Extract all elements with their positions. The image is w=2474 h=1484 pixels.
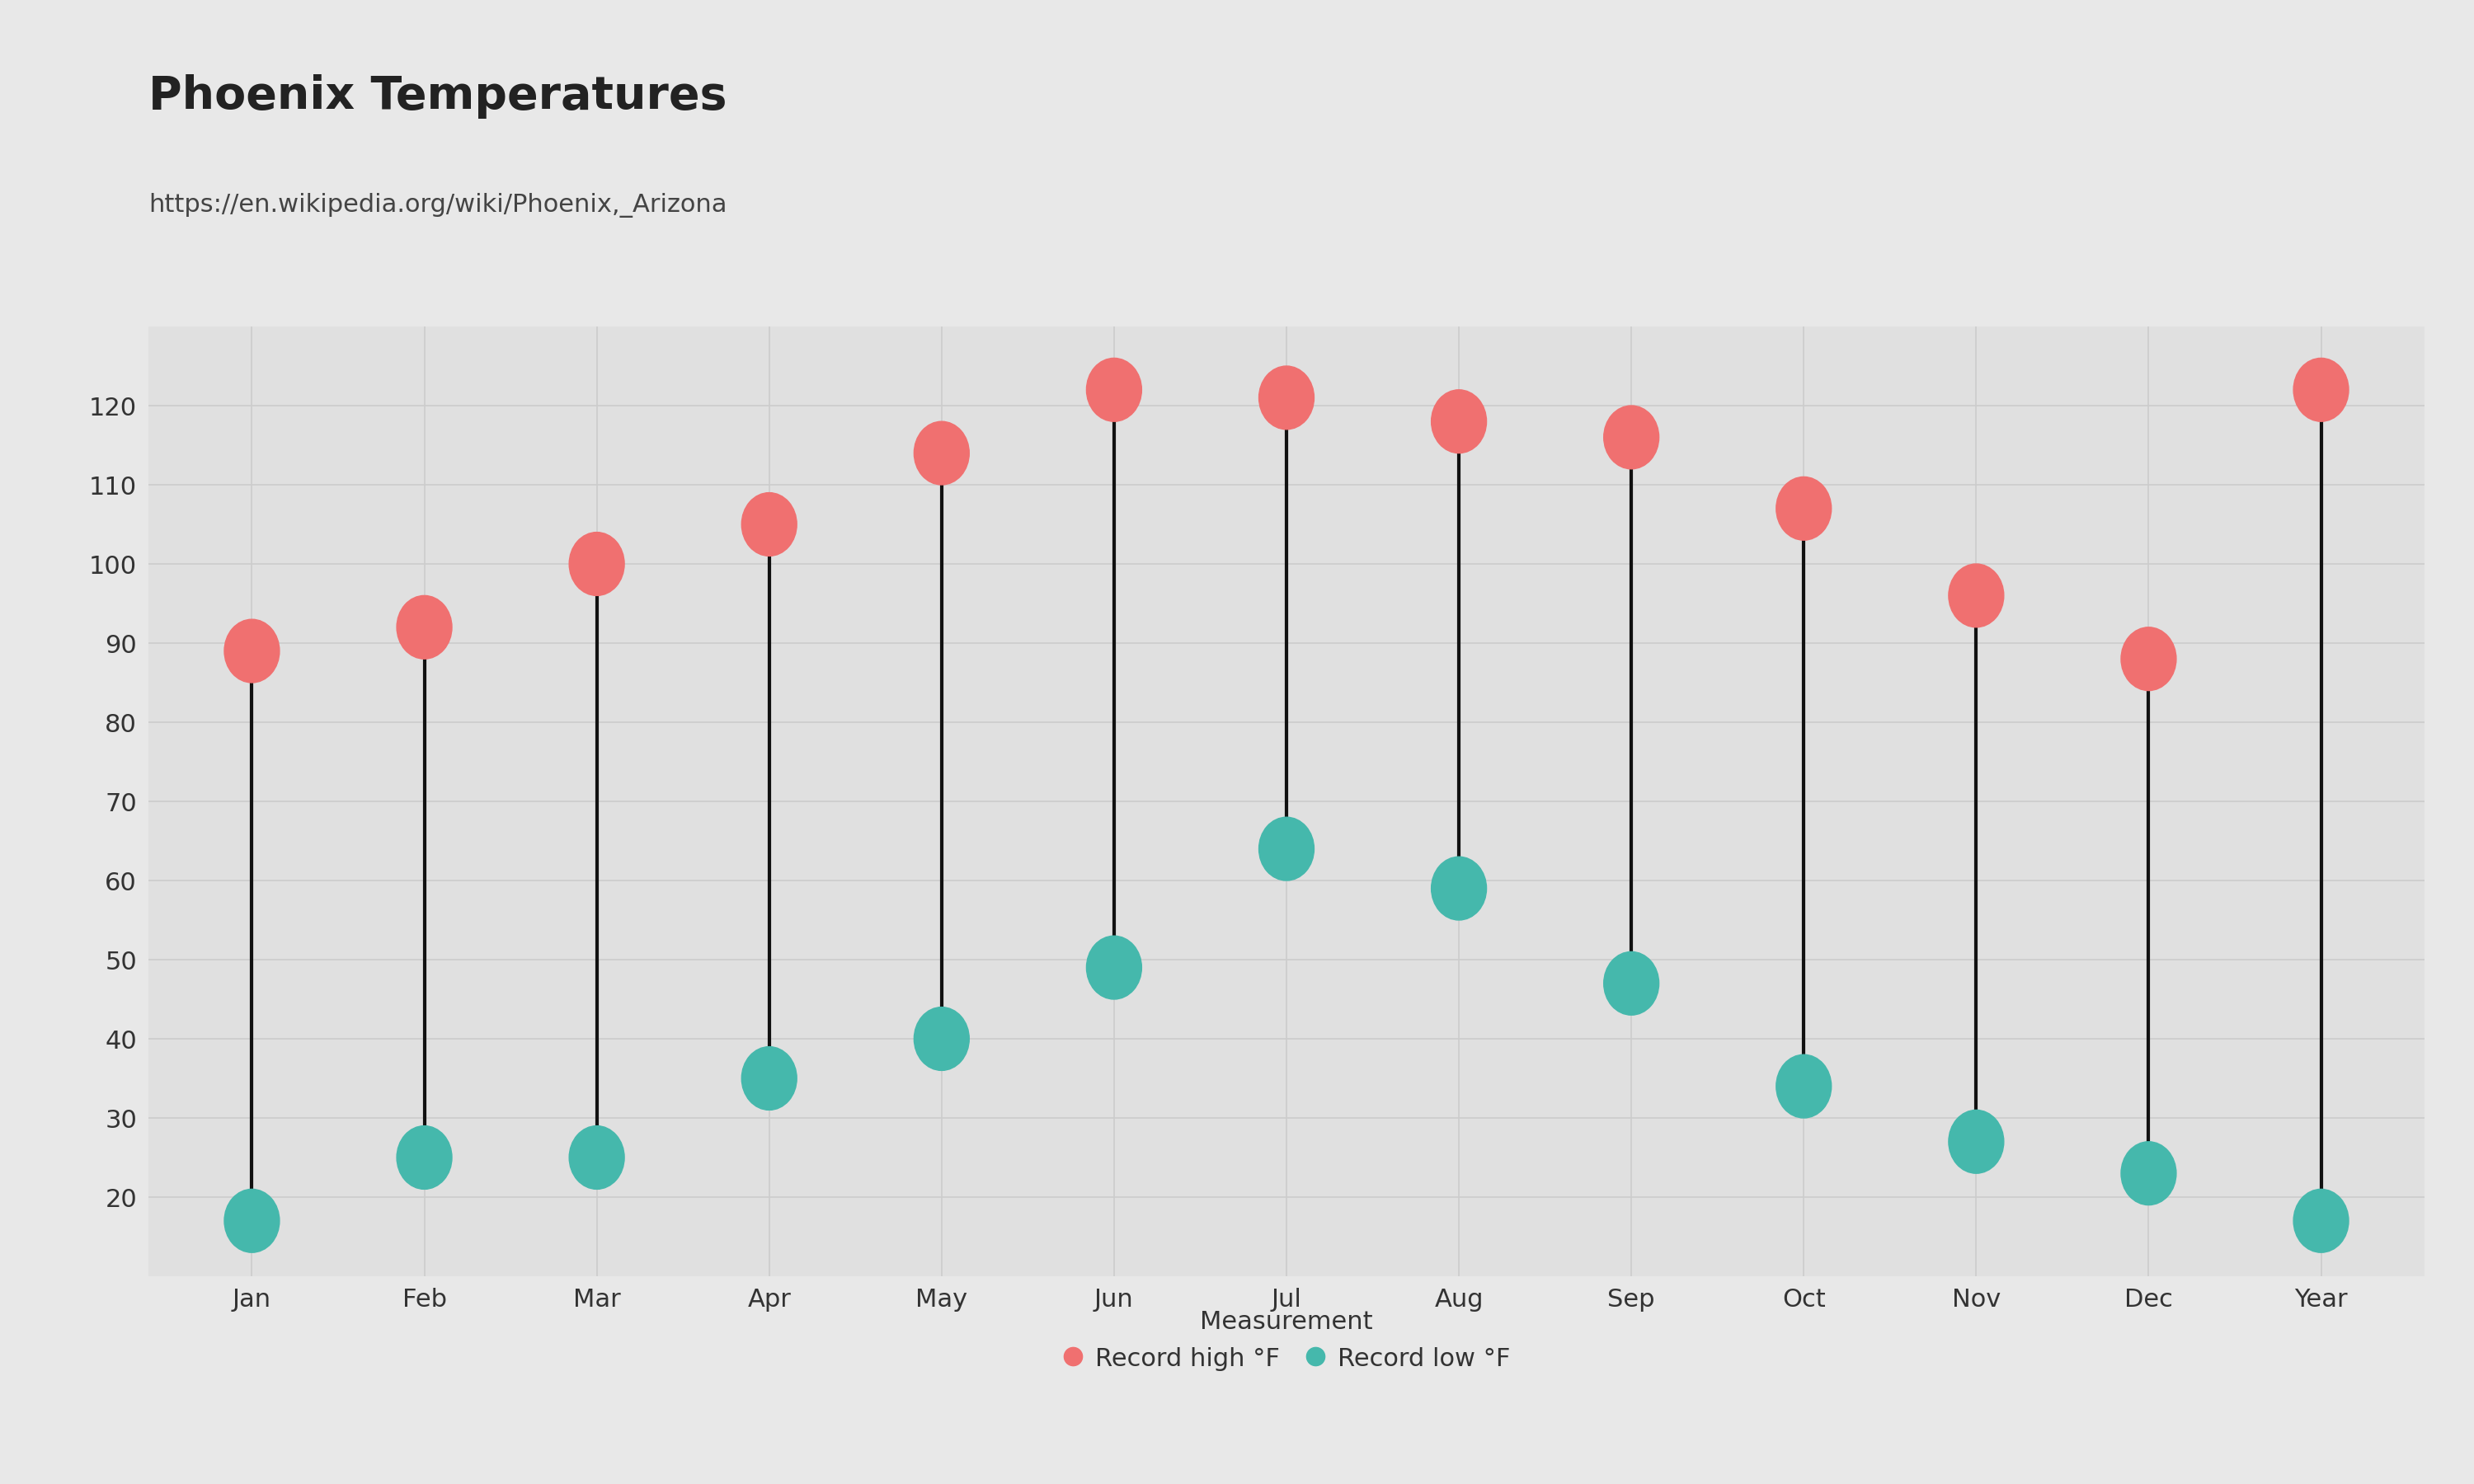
Ellipse shape	[225, 1189, 280, 1252]
Legend: Record high °F, Record low °F: Record high °F, Record low °F	[1037, 1285, 1536, 1396]
Ellipse shape	[1259, 818, 1314, 880]
Ellipse shape	[1603, 405, 1660, 469]
Ellipse shape	[1776, 1055, 1831, 1117]
Ellipse shape	[1086, 358, 1141, 421]
Ellipse shape	[2293, 1189, 2348, 1252]
Ellipse shape	[1259, 367, 1314, 429]
Ellipse shape	[1950, 1110, 2004, 1174]
Ellipse shape	[2120, 1141, 2177, 1205]
Ellipse shape	[396, 595, 453, 659]
Ellipse shape	[569, 1126, 623, 1189]
Ellipse shape	[1603, 951, 1660, 1015]
Ellipse shape	[913, 1008, 970, 1070]
Ellipse shape	[1432, 856, 1487, 920]
Ellipse shape	[913, 421, 970, 485]
Ellipse shape	[2293, 358, 2348, 421]
Ellipse shape	[2120, 628, 2177, 690]
Ellipse shape	[396, 1126, 453, 1189]
Ellipse shape	[742, 493, 797, 556]
Ellipse shape	[1776, 476, 1831, 540]
Ellipse shape	[1086, 936, 1141, 999]
Text: https://en.wikipedia.org/wiki/Phoenix,_Arizona: https://en.wikipedia.org/wiki/Phoenix,_A…	[148, 193, 727, 218]
Text: Phoenix Temperatures: Phoenix Temperatures	[148, 74, 727, 119]
Ellipse shape	[225, 619, 280, 683]
Ellipse shape	[1950, 564, 2004, 628]
Ellipse shape	[1432, 390, 1487, 453]
Ellipse shape	[742, 1046, 797, 1110]
Ellipse shape	[569, 533, 623, 595]
